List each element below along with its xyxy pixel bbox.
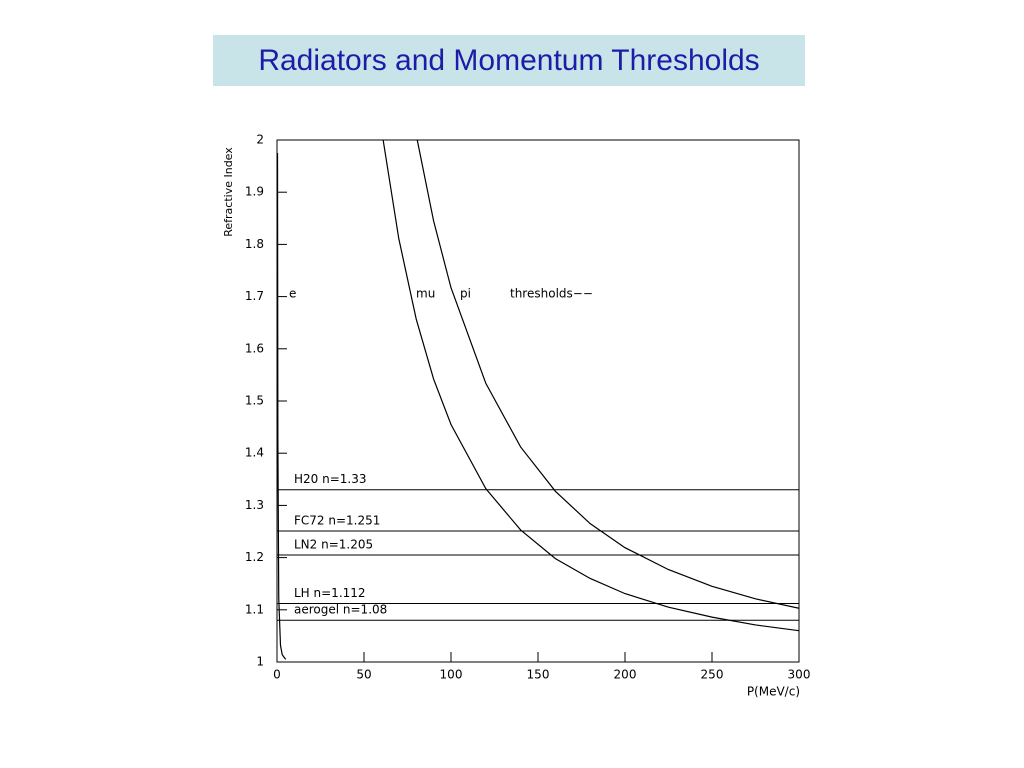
threshold-curve (277, 153, 287, 660)
threshold-curve (382, 140, 799, 632)
chart-title: Radiators and Momentum Thresholds (258, 44, 759, 77)
y-tick-label: 1.3 (245, 498, 264, 512)
radiator-label: LN2 n=1.205 (294, 537, 373, 551)
y-tick-label: 2 (256, 133, 264, 147)
x-tick-label: 50 (356, 668, 371, 682)
series-label: mu (416, 287, 435, 301)
radiator-label: LH n=1.112 (294, 586, 366, 600)
radiator-label: FC72 n=1.251 (294, 513, 380, 527)
plot-frame (276, 139, 800, 663)
y-tick-label: 1.1 (245, 602, 264, 616)
y-tick-label: 1 (256, 655, 264, 669)
x-axis-label: P(MeV/c) (747, 685, 800, 699)
threshold-curve (416, 140, 799, 609)
y-tick-label: 1.9 (245, 185, 264, 199)
radiator-label: aerogel n=1.08 (294, 603, 387, 617)
x-tick-label: 0 (273, 668, 281, 682)
series-label: pi (460, 287, 471, 301)
x-tick-label: 200 (614, 668, 637, 682)
title-box (213, 35, 805, 86)
x-tick-label: 100 (440, 668, 463, 682)
y-tick-label: 1.6 (245, 341, 264, 355)
y-tick-label: 1.2 (245, 550, 264, 564)
radiator-label: H20 n=1.33 (294, 472, 367, 486)
annotation: thresholds−− (510, 287, 593, 301)
y-tick-label: 1.7 (245, 289, 264, 303)
y-tick-label: 1.4 (245, 446, 264, 460)
y-tick-label: 1.5 (245, 394, 264, 408)
series-label: e (289, 287, 296, 301)
x-tick-label: 150 (527, 668, 550, 682)
x-tick-label: 250 (701, 668, 724, 682)
curves (277, 140, 799, 660)
y-axis-label: Refractive Index (222, 147, 235, 237)
y-tick-label: 1.8 (245, 237, 264, 251)
x-tick-label: 300 (788, 668, 811, 682)
